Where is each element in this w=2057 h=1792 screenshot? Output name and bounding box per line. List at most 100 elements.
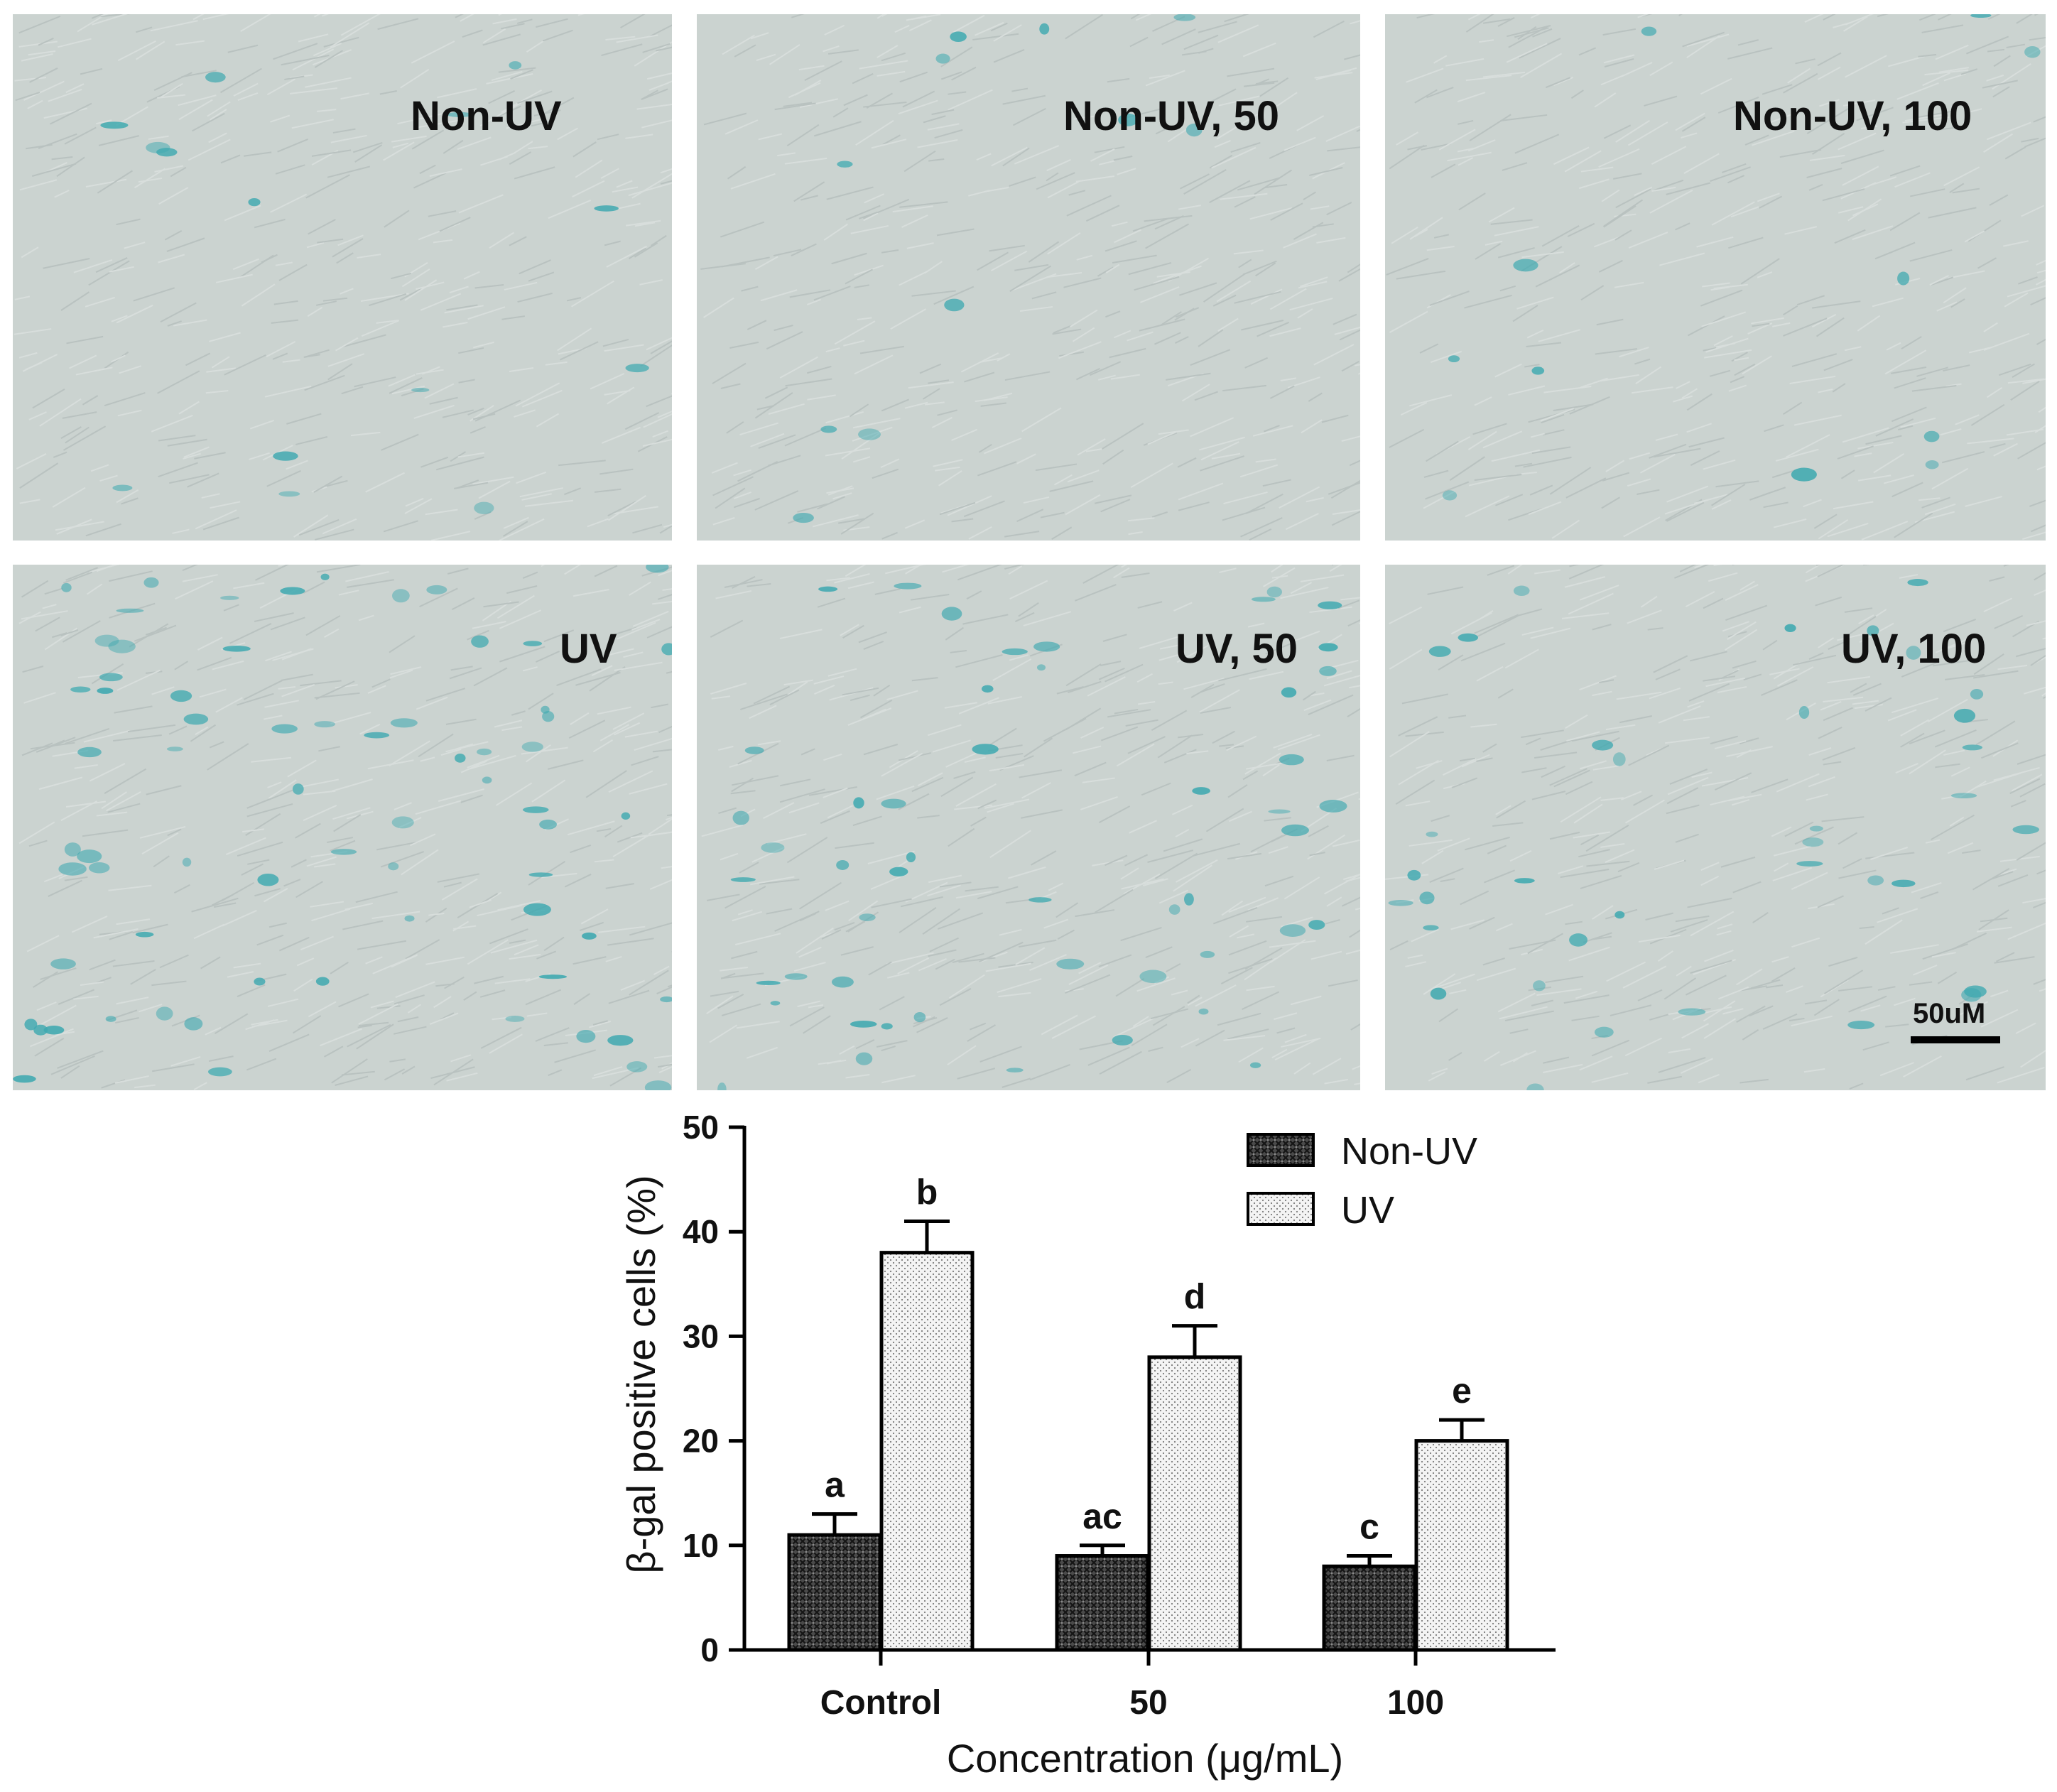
cell-streak xyxy=(449,286,469,294)
cell-streak xyxy=(1752,130,1795,146)
cell-streak xyxy=(352,142,383,153)
cell-streak xyxy=(1938,67,1969,73)
cell-streak xyxy=(1997,874,2029,887)
cell-streak xyxy=(963,500,1005,518)
cell-streak xyxy=(652,600,672,605)
cell-streak xyxy=(796,927,834,954)
cell-streak xyxy=(455,14,464,18)
cell-streak xyxy=(2011,773,2043,792)
cell-streak xyxy=(1405,800,1431,807)
cell-streak xyxy=(1898,425,1914,431)
cell-streak xyxy=(1308,825,1329,837)
cell-streak xyxy=(1776,773,1820,793)
cell-streak xyxy=(1751,778,1789,793)
micrograph-panel-non-uv-50 xyxy=(697,14,1360,541)
bar-non-uv xyxy=(1055,1554,1150,1652)
cell-streak xyxy=(1705,337,1749,353)
cell-streak xyxy=(543,629,575,643)
cell-streak xyxy=(1675,915,1710,923)
cell-streak xyxy=(75,366,113,376)
cell-streak xyxy=(1098,805,1131,823)
cell-streak xyxy=(458,194,504,214)
cell-streak xyxy=(779,788,825,803)
cell-streak xyxy=(979,357,1002,363)
cell-streak xyxy=(605,883,634,889)
cell-streak xyxy=(1514,134,1560,154)
cell-streak xyxy=(1507,565,1523,575)
cell-streak xyxy=(1222,384,1267,392)
cell-streak xyxy=(522,666,538,672)
cell-streak xyxy=(789,289,831,298)
cell-streak xyxy=(1818,518,1849,540)
cell-streak xyxy=(113,734,162,742)
cell-streak xyxy=(350,431,381,437)
cell-streak xyxy=(1504,1010,1554,1021)
cell-streak xyxy=(2034,589,2046,596)
cell-streak xyxy=(1693,494,1728,504)
cell-streak xyxy=(976,153,992,161)
cell-streak xyxy=(1040,511,1065,518)
cell-streak xyxy=(1779,148,1822,158)
cell-streak xyxy=(1634,358,1651,365)
cell-streak xyxy=(347,579,394,588)
cell-streak xyxy=(98,135,139,146)
cell-streak xyxy=(1857,474,1892,482)
cell-streak xyxy=(87,583,103,595)
cell-streak xyxy=(1592,624,1612,631)
cell-streak xyxy=(291,859,307,868)
cell-streak xyxy=(1426,294,1451,309)
cell-streak xyxy=(336,252,354,264)
cell-streak xyxy=(798,65,825,71)
cell-streak xyxy=(927,724,962,737)
cell-streak xyxy=(64,728,110,744)
cell-streak xyxy=(967,1024,996,1042)
cell-streak xyxy=(109,931,134,940)
cell-streak xyxy=(779,356,818,379)
cell-streak xyxy=(1602,472,1629,482)
cell-streak xyxy=(917,772,943,787)
cell-streak xyxy=(1714,772,1752,791)
cell-streak xyxy=(340,14,381,36)
cell-streak xyxy=(623,651,644,658)
cell-streak xyxy=(445,741,489,753)
cell-streak xyxy=(1658,705,1701,724)
cell-streak xyxy=(607,938,654,946)
cell-streak xyxy=(1290,995,1322,1006)
cell-streak xyxy=(629,922,672,936)
cell-streak xyxy=(1509,1028,1529,1034)
cell-streak xyxy=(182,565,198,572)
cell-streak xyxy=(993,48,1025,63)
cell-streak xyxy=(206,367,237,373)
cell-streak xyxy=(1541,225,1580,247)
cell-streak xyxy=(389,635,416,653)
cell-streak xyxy=(384,1068,406,1081)
stained-cell xyxy=(972,744,999,755)
cell-streak xyxy=(711,462,738,474)
stained-cell xyxy=(77,849,102,864)
cell-streak xyxy=(1894,377,1926,389)
cell-streak xyxy=(1666,485,1709,503)
stained-cell xyxy=(1906,646,1921,660)
cell-streak xyxy=(1989,576,2005,582)
cell-streak xyxy=(1517,26,1537,40)
cell-streak xyxy=(1105,854,1128,867)
cell-streak xyxy=(478,480,511,499)
cell-streak xyxy=(108,884,152,891)
cell-streak xyxy=(215,273,253,283)
cell-streak xyxy=(1579,760,1607,770)
cell-streak xyxy=(39,1004,77,1026)
cell-streak xyxy=(104,768,147,795)
cell-streak xyxy=(607,501,637,517)
cell-streak xyxy=(173,319,207,327)
cell-streak xyxy=(1838,832,1858,845)
cell-streak xyxy=(1789,375,1836,384)
stained-cell xyxy=(913,1011,926,1023)
cell-streak xyxy=(2022,378,2046,384)
cell-streak xyxy=(1669,769,1708,785)
cell-streak xyxy=(1666,804,1700,815)
cell-streak xyxy=(332,778,373,792)
cell-streak xyxy=(306,241,325,249)
cell-streak xyxy=(1098,160,1115,165)
stained-cell xyxy=(426,585,447,594)
